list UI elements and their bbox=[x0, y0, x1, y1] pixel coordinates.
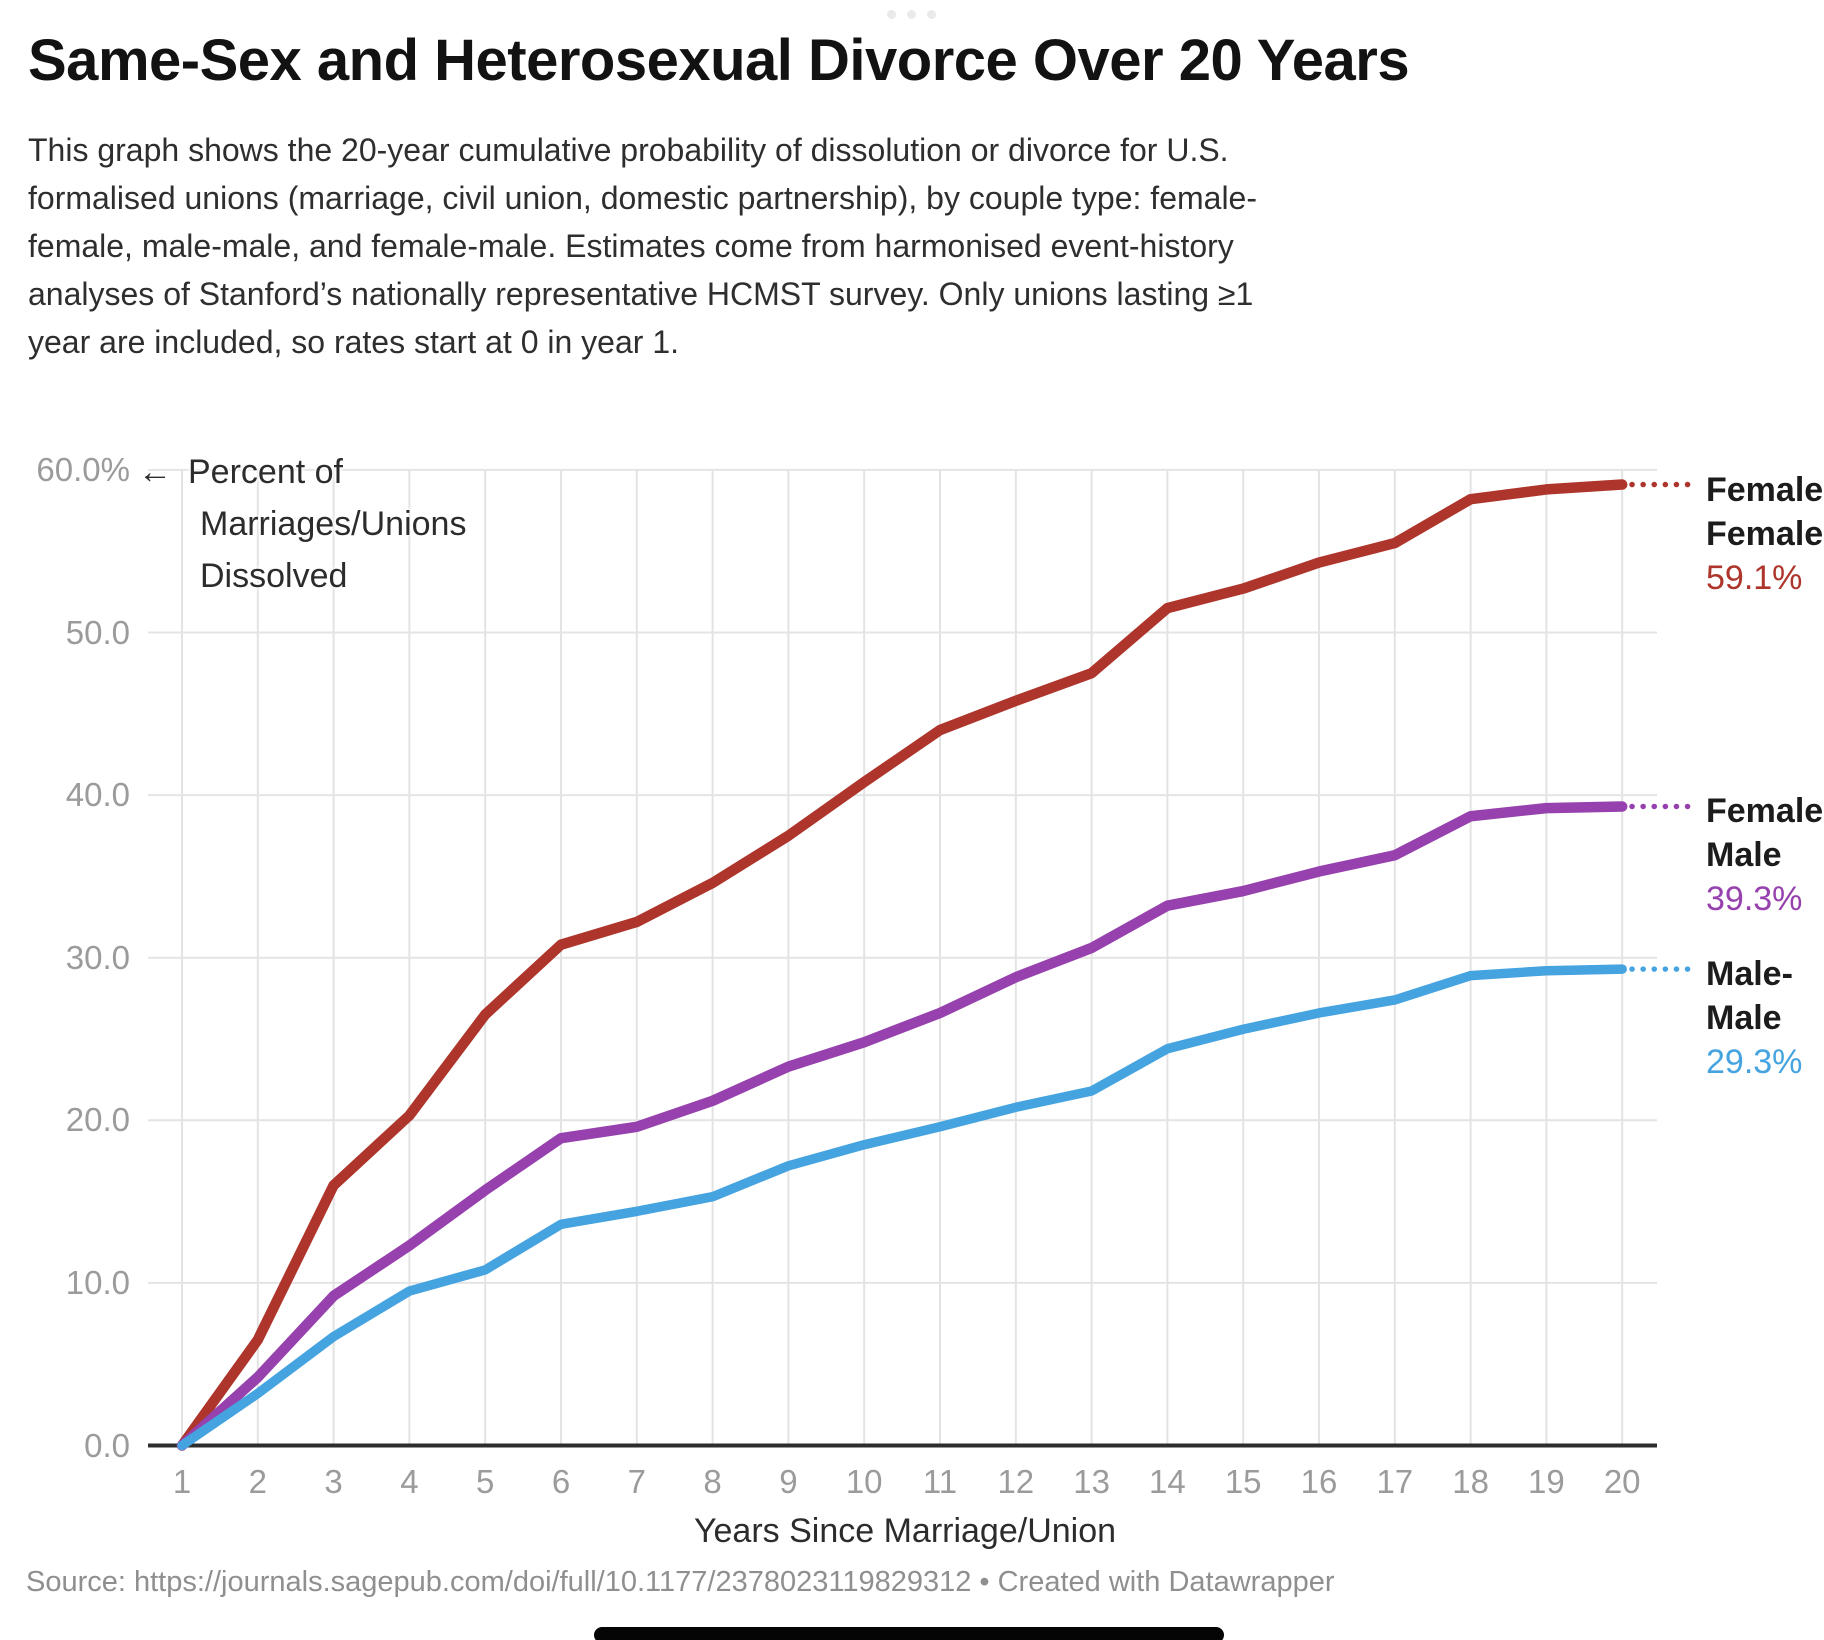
chart-title: Same-Sex and Heterosexual Divorce Over 2… bbox=[28, 28, 1410, 93]
x-tick-label: 12 bbox=[997, 1463, 1035, 1500]
chart-description: This graph shows the 20-year cumulative … bbox=[28, 126, 1257, 366]
annotation-text: Percent of bbox=[188, 453, 343, 491]
series-line-female-male bbox=[176, 801, 1628, 1451]
annotation-line: Dissolved bbox=[200, 557, 348, 595]
series-label-male-male: Male- Male 29.3% bbox=[1706, 952, 1824, 1084]
x-tick-label: 15 bbox=[1224, 1463, 1262, 1500]
x-tick-label: 7 bbox=[627, 1463, 646, 1500]
more-options-icon[interactable] bbox=[887, 10, 936, 19]
x-axis-title: Years Since Marriage/Union bbox=[693, 1512, 1117, 1550]
description-line: This graph shows the 20-year cumulative … bbox=[28, 132, 1229, 168]
series-end-value: 29.3% bbox=[1706, 1043, 1803, 1082]
description-line: female, male-male, and female-male. Esti… bbox=[28, 228, 1234, 264]
series-line-female-female bbox=[176, 479, 1628, 1451]
x-tick-label: 3 bbox=[324, 1463, 343, 1500]
x-tick-label: 2 bbox=[248, 1463, 267, 1500]
x-tick-label: 6 bbox=[551, 1463, 571, 1500]
series-end-value: 59.1% bbox=[1706, 558, 1803, 597]
y-tick-label: 40.0 bbox=[65, 776, 130, 814]
home-indicator-bar[interactable] bbox=[594, 1627, 1224, 1640]
annotation-line: Marriages/Unions bbox=[200, 505, 467, 543]
y-tick-label: 20.0 bbox=[65, 1101, 130, 1139]
x-tick-label: 20 bbox=[1603, 1463, 1641, 1500]
description-line: formalised unions (marriage, civil union… bbox=[28, 180, 1257, 216]
series-line-male-male bbox=[177, 964, 1627, 1451]
x-tick-label: 17 bbox=[1376, 1463, 1414, 1500]
x-tick-label: 16 bbox=[1300, 1463, 1338, 1500]
x-tick-label: 14 bbox=[1149, 1463, 1186, 1500]
y-tick-label: 0.0 bbox=[84, 1426, 130, 1464]
x-tick-label: 5 bbox=[476, 1463, 495, 1500]
y-tick-label: 10.0 bbox=[65, 1263, 130, 1301]
x-tick-label: 19 bbox=[1528, 1463, 1565, 1500]
y-tick-label: 60.0% bbox=[36, 450, 130, 488]
y-axis-annotation: ← Percent of Marriages/Unions Dissolved bbox=[138, 446, 466, 602]
x-tick-label: 8 bbox=[703, 1463, 722, 1500]
x-tick-label: 10 bbox=[845, 1463, 883, 1500]
source-attribution: Source: https://journals.sagepub.com/doi… bbox=[26, 1566, 1335, 1598]
x-tick-label: 4 bbox=[400, 1463, 419, 1500]
y-tick-label: 50.0 bbox=[65, 613, 130, 651]
x-tick-label: 18 bbox=[1452, 1463, 1489, 1500]
series-label-female-male: Female- Male 39.3% bbox=[1706, 789, 1824, 921]
series-label-female-female: Female- Female 59.1% bbox=[1706, 468, 1824, 600]
y-tick-label: 30.0 bbox=[65, 938, 130, 976]
x-tick-label: 11 bbox=[922, 1463, 958, 1500]
description-line: analyses of Stanford’s nationally repres… bbox=[28, 276, 1254, 312]
x-tick-label: 1 bbox=[172, 1463, 192, 1500]
left-arrow-icon: ← bbox=[138, 453, 172, 491]
series-end-value: 39.3% bbox=[1706, 880, 1803, 919]
description-line: year are included, so rates start at 0 i… bbox=[28, 324, 679, 360]
x-tick-label: 13 bbox=[1073, 1463, 1110, 1500]
annotation-line: ← Percent of bbox=[138, 446, 466, 498]
x-tick-label: 9 bbox=[779, 1463, 798, 1500]
